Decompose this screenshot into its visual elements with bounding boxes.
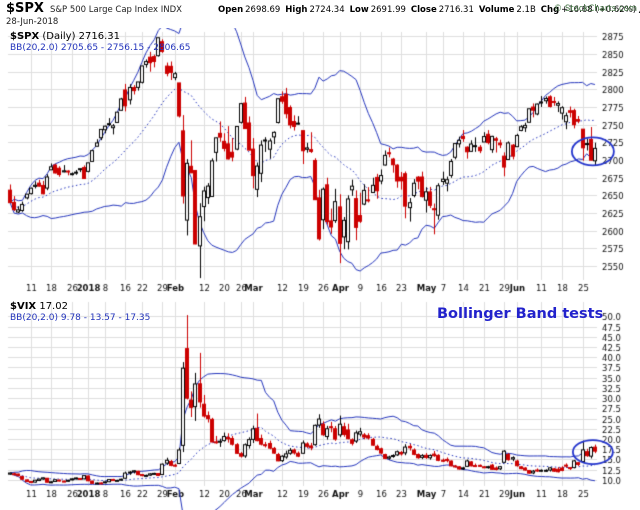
spx-candlestick-chart [0, 28, 640, 300]
vix-candlestick-chart [0, 298, 640, 510]
chart-date: 28-Jun-2018 [6, 17, 59, 27]
symbol-name: S&P 500 Large Cap Index INDX [50, 5, 182, 15]
open-value: 2698.69 [245, 5, 281, 15]
chart-header: $SPX S&P 500 Large Cap Index INDX Open 26… [0, 0, 640, 28]
chg-label: Chg [540, 5, 560, 15]
symbol-ticker: $SPX [6, 1, 44, 16]
spx-bb-legend: BB(20,2.0) 2705.65 - 2756.15 - 2806.65 [10, 43, 191, 53]
volume-value: 2.1B [516, 5, 536, 15]
chg-value: +16.68 (+0.62%) ▲ [561, 5, 640, 15]
close-label: Close [410, 5, 437, 15]
quote-summary: Open 2698.69 High 2724.34 Low 2691.99 Close 271… [213, 5, 640, 15]
low-value: 2691.99 [370, 5, 406, 15]
open-label: Open [218, 5, 244, 15]
vix-legend: $VIX 17.02 [10, 301, 68, 312]
spx-legend-value: (Daily) 2716.31 [42, 31, 121, 42]
vix-bb-legend: BB(20,2.0) 9.78 - 13.57 - 17.35 [10, 313, 151, 323]
vix-legend-value: 17.02 [39, 301, 68, 312]
close-value: 2716.31 [438, 5, 474, 15]
vix-legend-symbol: $VIX [10, 301, 37, 312]
spx-legend-symbol: $SPX [10, 31, 40, 42]
stockcharts-copyright: © StockCharts.com [553, 4, 637, 14]
bollinger-band-tests-annotation: Bollinger Band tests [437, 306, 604, 322]
low-label: Low [349, 5, 369, 15]
high-label: High [285, 5, 308, 15]
spx-legend: $SPX (Daily) 2716.31 [10, 31, 120, 42]
high-value: 2724.34 [309, 5, 345, 15]
volume-label: Volume [478, 5, 515, 15]
